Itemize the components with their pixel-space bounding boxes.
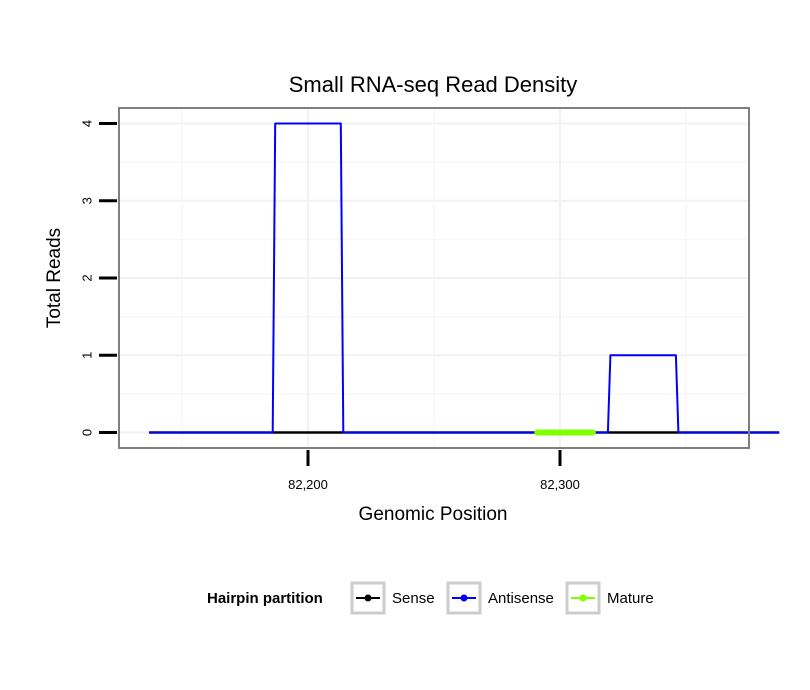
legend-label-antisense: Antisense [488, 590, 554, 607]
x-tick-label: 82,300 [540, 477, 580, 492]
chart-title: Small RNA-seq Read Density [289, 72, 578, 97]
x-axis: 82,200 82,300 [288, 450, 580, 492]
legend: Hairpin partition Sense Antisense Mature [207, 581, 654, 615]
legend-key-point-antisense [460, 594, 468, 602]
series-line-antisense [149, 122, 780, 434]
legend-title: Hairpin partition [207, 590, 323, 607]
legend-label-sense: Sense [392, 590, 435, 607]
x-axis-title: Genomic Position [359, 504, 508, 525]
series-layer [149, 122, 780, 436]
legend-label-mature: Mature [607, 590, 654, 607]
y-tick-label: 3 [80, 197, 95, 204]
grid-lines [119, 108, 749, 448]
legend-key-point-mature [579, 594, 587, 602]
x-tick-label: 82,200 [288, 477, 328, 492]
y-tick-label: 0 [80, 429, 95, 436]
y-tick-label: 2 [80, 274, 95, 281]
y-tick-label: 1 [80, 352, 95, 359]
y-tick-label: 4 [80, 120, 95, 127]
y-axis-title: Total Reads [44, 228, 65, 328]
y-axis: 0 1 2 3 4 [80, 120, 117, 436]
plot-border [118, 107, 750, 449]
legend-key-point-sense [364, 594, 372, 602]
